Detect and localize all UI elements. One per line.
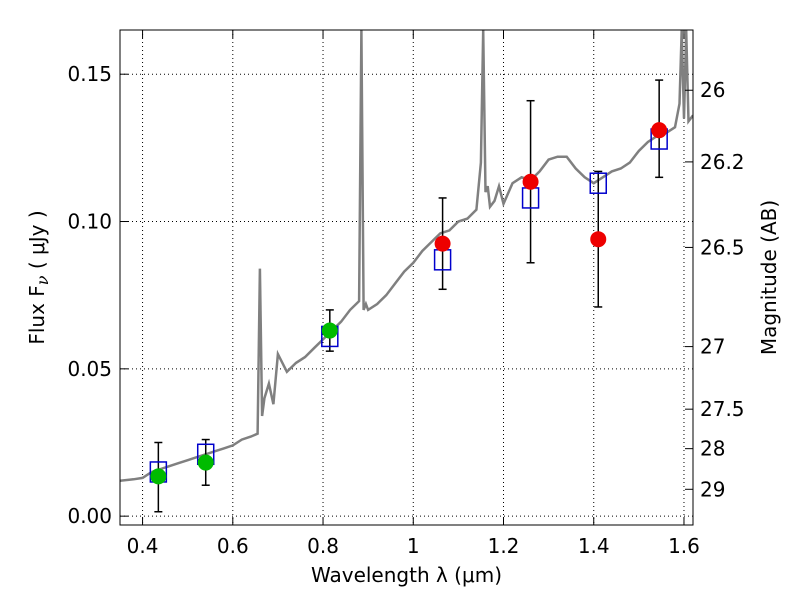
y-tick-label: 0.15 [67,62,112,86]
y2-axis-ticks: 26 26.2 26.5 27 27.5 28 29 [685,78,745,501]
red-data-point [651,122,668,139]
model-spectrum [120,30,693,483]
y2-axis-label: Magnitude (AB) [757,200,781,355]
y-tick-label: 0.00 [67,504,112,528]
y2-tick-label: 26 [700,78,725,102]
y-tick-label: 0.10 [67,210,112,234]
x-axis-ticks: 0.4 0.6 0.8 1 1.2 1.4 1.6 [127,30,700,558]
y-axis-label: Flux Fν ( μJy ) [25,210,52,344]
x-tick-label: 1 [407,534,420,558]
plot-frame [119,29,694,526]
y2-tick-label: 27 [700,335,725,359]
x-tick-label: 0.4 [127,534,159,558]
green-data-point [150,468,167,485]
red-data-point [434,235,451,252]
red-data-point [522,173,539,190]
green-data-point [197,454,214,471]
y2-tick-label: 26.5 [700,235,745,259]
y2-tick-label: 29 [700,477,725,501]
y-axis-ticks: 0.00 0.05 0.10 0.15 [67,62,128,528]
x-tick-label: 1.6 [668,534,700,558]
x-axis-label: Wavelength λ (μm) [311,563,502,587]
y2-tick-label: 28 [700,437,725,461]
x-tick-label: 0.6 [217,534,249,558]
green-data-point [321,322,338,339]
x-tick-label: 1.2 [488,534,520,558]
model-point-square [589,172,608,194]
red-data-point [590,231,607,248]
y-tick-label: 0.05 [67,357,112,381]
model-spectrum-line [120,30,693,483]
model-photometry-points [149,128,668,483]
x-tick-label: 0.8 [307,534,339,558]
grid-lines [120,30,693,525]
x-tick-label: 1.4 [578,534,610,558]
y2-tick-label: 26.2 [700,150,745,174]
observed-photometry-points [150,122,668,485]
y2-tick-label: 27.5 [700,397,745,421]
